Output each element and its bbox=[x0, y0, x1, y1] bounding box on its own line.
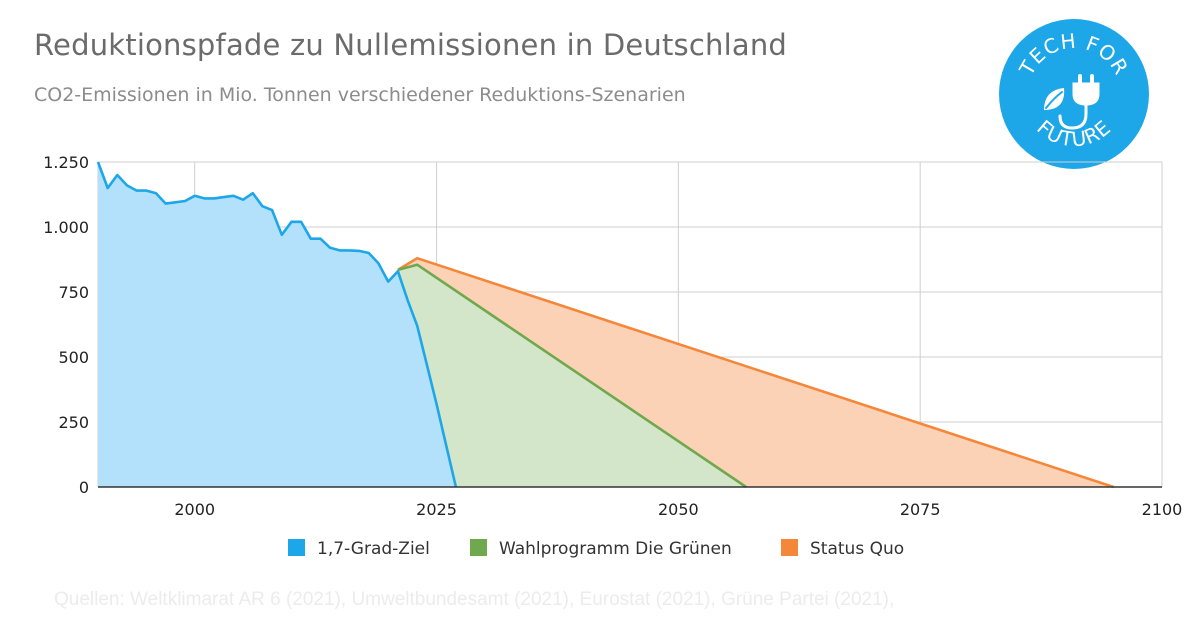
series-line-0 bbox=[96, 161, 458, 488]
legend-label-1: Wahlprogramm Die Grünen bbox=[499, 539, 732, 559]
series-lines bbox=[96, 161, 1115, 489]
legend-label-2: Status Quo bbox=[810, 539, 904, 559]
y-tick-label: 1.250 bbox=[43, 153, 89, 172]
legend: 1,7-Grad-Ziel Wahlprogramm Die Grünen Stat… bbox=[288, 539, 904, 559]
x-tick-label: 2025 bbox=[416, 500, 457, 519]
x-tick-label: 2000 bbox=[174, 500, 215, 519]
plug-leaf-icon bbox=[1044, 74, 1100, 130]
series-area-0 bbox=[98, 162, 456, 487]
x-tick-label: 2050 bbox=[658, 500, 699, 519]
y-tick-labels: 0 250 500 750 1.000 1.250 bbox=[43, 153, 89, 497]
legend-swatch-2 bbox=[781, 539, 798, 556]
legend-swatch-1 bbox=[470, 539, 487, 556]
x-tick-labels: 2000 2025 2050 2075 2100 bbox=[174, 500, 1182, 519]
y-tick-label: 1.000 bbox=[43, 218, 89, 237]
y-tick-label: 750 bbox=[58, 283, 89, 302]
chart-title: Reduktionspfade zu Nullemissionen in Deu… bbox=[34, 28, 788, 62]
legend-swatch-0 bbox=[288, 539, 305, 556]
y-tick-label: 500 bbox=[58, 348, 89, 367]
x-tick-label: 2075 bbox=[900, 500, 941, 519]
series-areas bbox=[98, 162, 1114, 487]
y-tick-label: 0 bbox=[79, 478, 89, 497]
x-tick-label: 2100 bbox=[1142, 500, 1183, 519]
series-area-1 bbox=[397, 264, 747, 487]
tech-for-future-logo: TECH FOR FUTURE bbox=[999, 19, 1149, 169]
chart-subtitle: CO2-Emissionen in Mio. Tonnen verschiede… bbox=[34, 84, 686, 106]
series-line-1 bbox=[397, 263, 747, 489]
legend-label-0: 1,7-Grad-Ziel bbox=[317, 539, 430, 559]
series-line-2 bbox=[397, 256, 1115, 489]
y-tick-label: 250 bbox=[58, 413, 89, 432]
source-note: Quellen: Weltklimarat AR 6 (2021), Umwel… bbox=[54, 589, 895, 610]
